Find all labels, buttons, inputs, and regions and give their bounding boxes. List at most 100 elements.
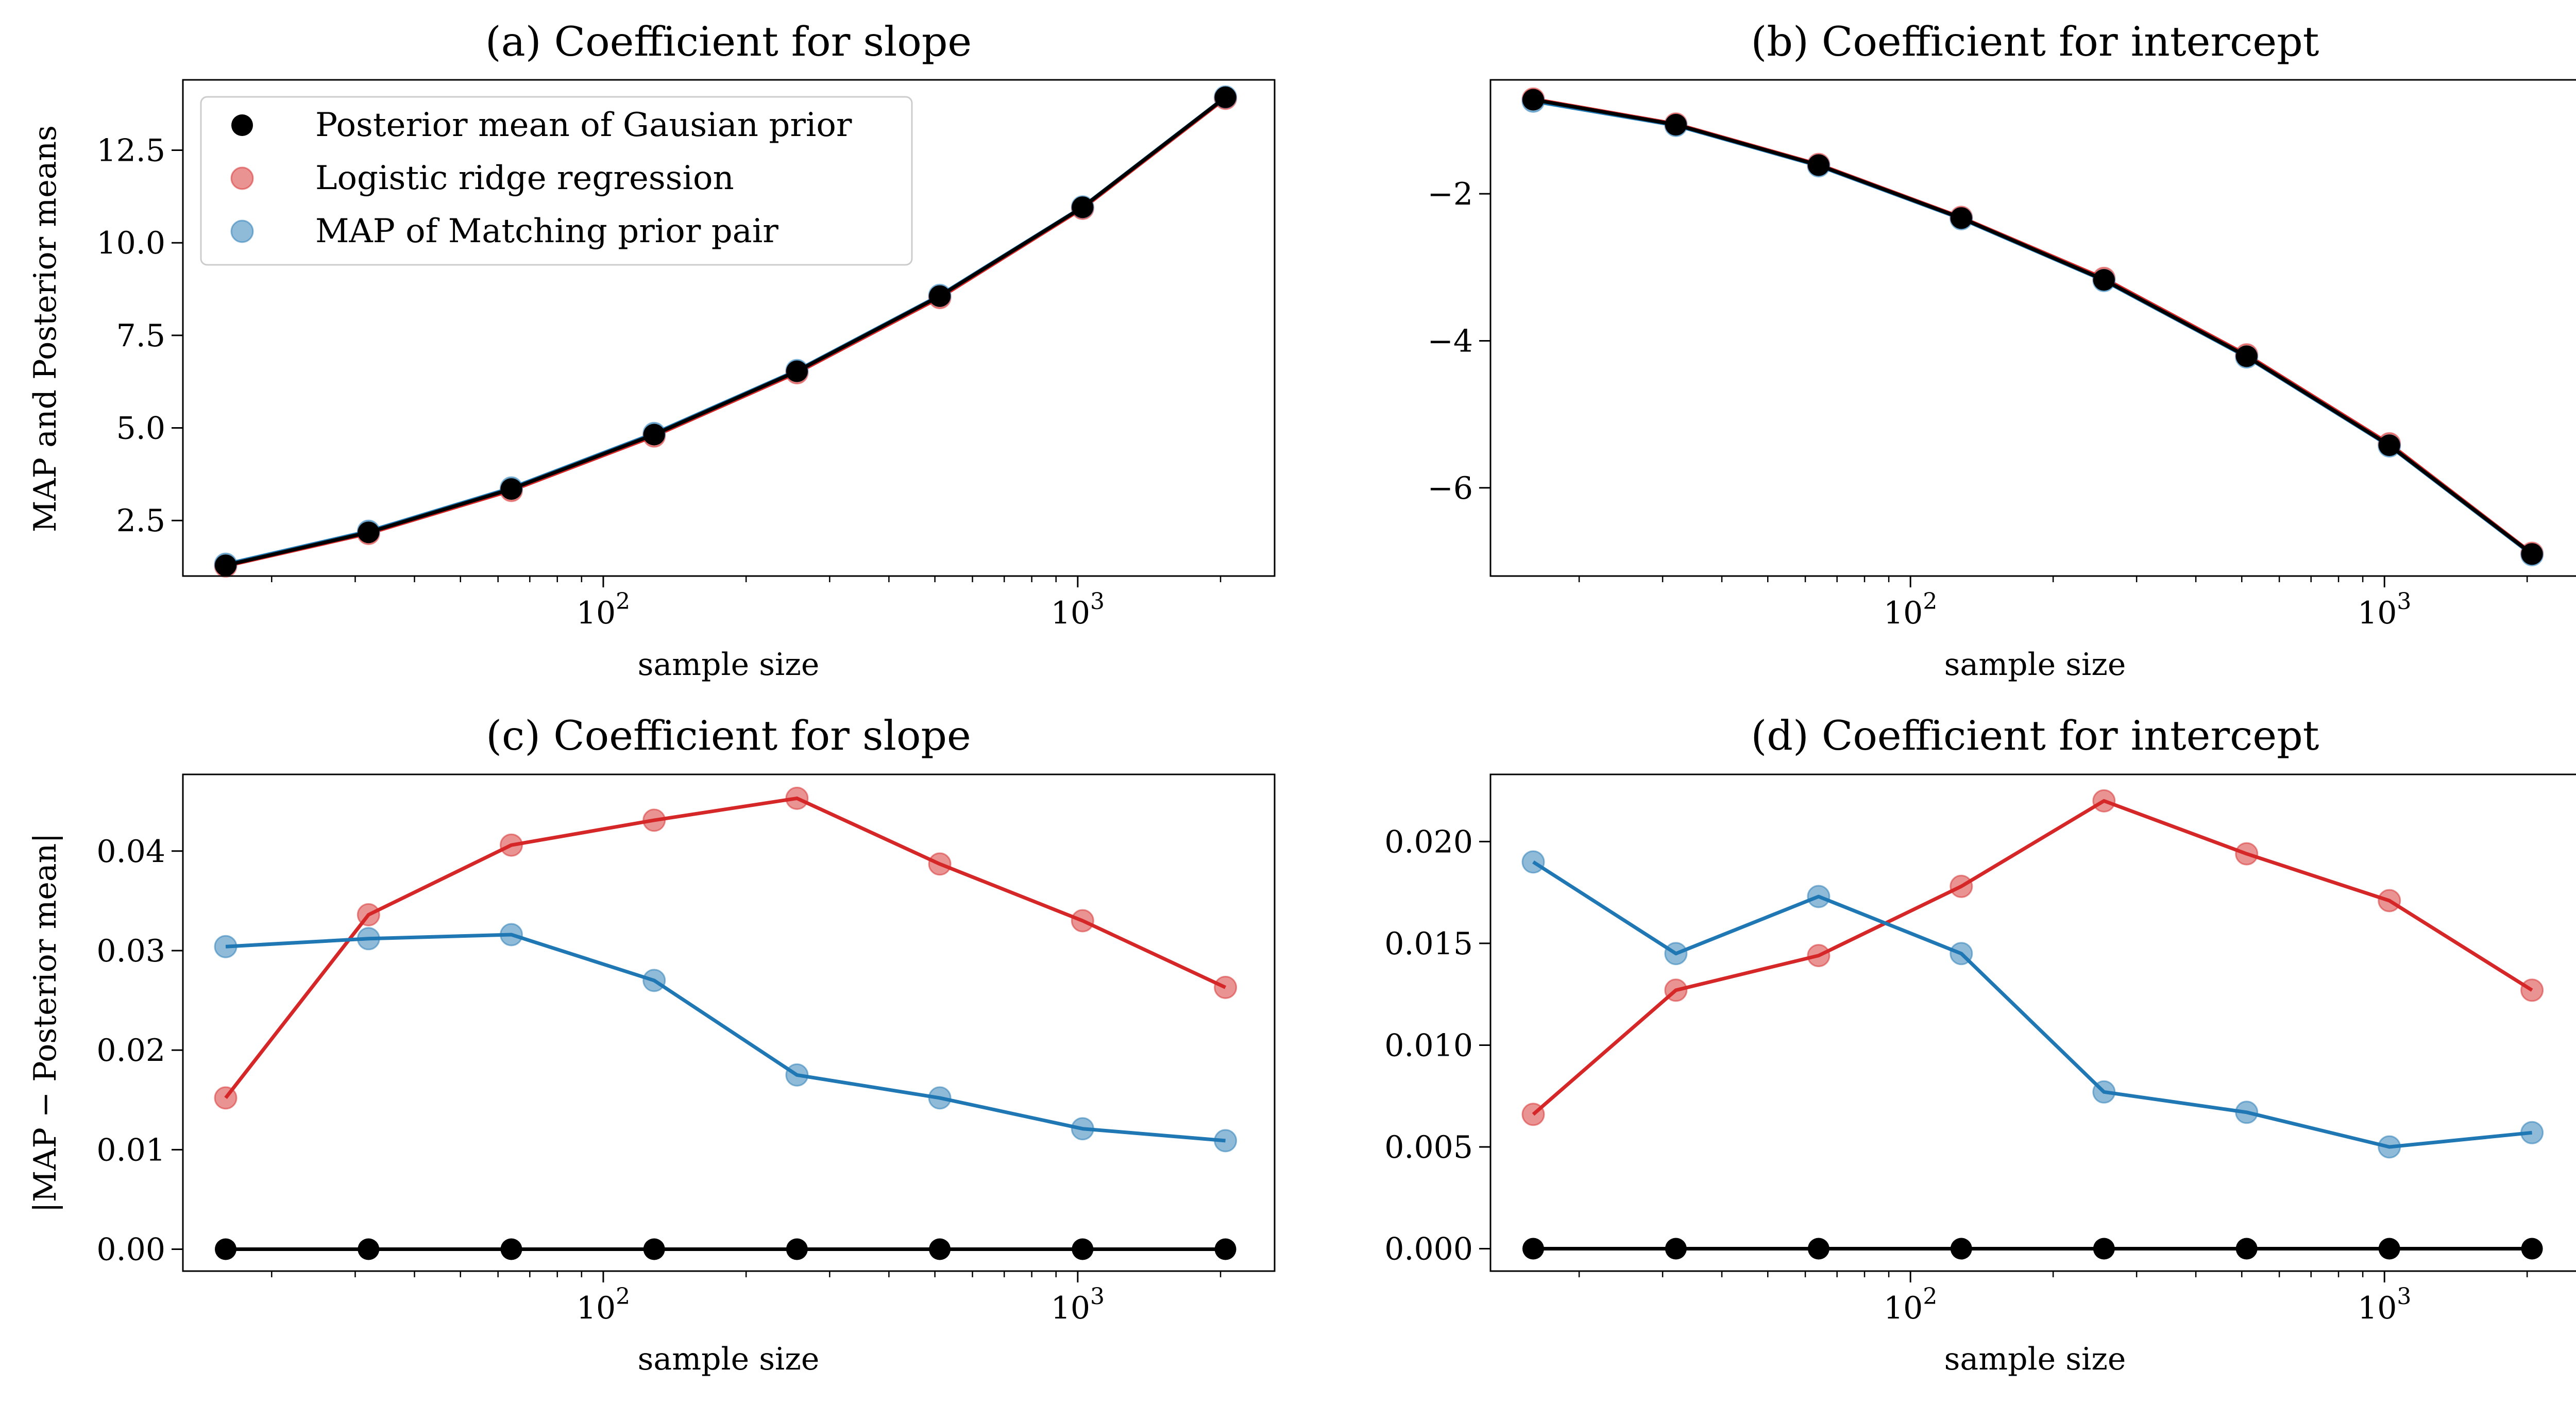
panel-c-point-posterior <box>643 1238 665 1260</box>
panel-b-x-tick-label: 102 <box>1884 588 1937 631</box>
panel-c-point-matching <box>1071 1117 1094 1141</box>
panel-b: (b) Coefficient for intercept sample siz… <box>1428 18 2576 683</box>
panel-d-point-ridge <box>2092 789 2116 813</box>
panel-d-plot-area <box>1521 789 2544 1260</box>
panel-a-y-tick-label: 7.5 <box>116 318 165 354</box>
panel-d-point-ridge <box>2520 978 2544 1002</box>
panel-c-point-ridge <box>214 1086 238 1110</box>
panel-c-point-posterior <box>1214 1238 1236 1260</box>
panel-d-point-posterior <box>2235 1238 2258 1260</box>
panel-a-title: (a) Coefficient for slope <box>485 18 972 65</box>
panel-d-point-matching <box>2378 1135 2401 1159</box>
panel-c-point-matching <box>214 935 238 958</box>
panel-d-point-matching <box>2235 1101 2259 1124</box>
panel-d-point-posterior <box>1665 1238 1687 1260</box>
panel-d-y-tick-label: 0.000 <box>1384 1231 1473 1267</box>
panel-c-point-posterior <box>358 1238 380 1260</box>
panel-b-line-posterior <box>1533 98 2533 555</box>
panel-c-line-ridge <box>224 796 1227 1100</box>
panel-a-y-tick-label: 2.5 <box>116 503 165 539</box>
panel-d-point-matching <box>1950 942 1973 966</box>
panel-b-point-posterior <box>1522 89 1544 111</box>
panel-b-point-posterior <box>2521 543 2543 565</box>
panel-a-point-posterior <box>215 554 236 577</box>
panel-c-y-tick-label: 0.04 <box>96 834 165 870</box>
legend: Posterior mean of Gausian prior Logistic… <box>200 96 913 266</box>
panel-d-y-tick-label: 0.010 <box>1384 1027 1473 1063</box>
panel-a-point-posterior <box>500 478 522 500</box>
panel-d-point-matching <box>1521 850 1545 874</box>
panel-c-axes-frame <box>182 773 1276 1272</box>
panel-b-plot-area <box>1521 87 2544 567</box>
legend-marker-ridge <box>230 166 254 190</box>
panel-d-point-ridge <box>1521 1103 1545 1126</box>
panel-c-plot-area <box>214 786 1238 1260</box>
panel-d-point-ridge <box>1807 944 1831 968</box>
panel-c-point-matching <box>642 969 666 992</box>
legend-label-matching: MAP of Matching prior pair <box>315 212 778 250</box>
panel-d-point-ridge <box>2378 889 2401 912</box>
panel-a: (a) Coefficient for slope sample size MA… <box>27 18 1276 683</box>
panel-c-point-posterior <box>1072 1238 1094 1260</box>
panel-c-point-ridge <box>928 852 952 876</box>
panel-d-point-posterior <box>2521 1238 2543 1260</box>
panel-a-point-posterior <box>786 360 808 382</box>
panel-c-ylabel: |MAP − Posterior mean| <box>27 833 63 1212</box>
panel-c-point-matching <box>357 927 380 951</box>
legend-box <box>200 96 913 266</box>
panel-d-point-ridge <box>1950 874 1973 898</box>
panel-d-line-ridge <box>1532 799 2533 1116</box>
panel-d-x-tick-label: 102 <box>1884 1283 1937 1326</box>
panel-c-point-posterior <box>929 1238 951 1260</box>
panel-d: (d) Coefficient for intercept sample siz… <box>1384 712 2576 1377</box>
panel-a-axes-frame <box>182 79 1276 577</box>
panel-a-ylabel: MAP and Posterior means <box>27 125 63 532</box>
panel-b-axes-frame <box>1489 79 2576 577</box>
panel-b-point-posterior <box>1665 114 1687 136</box>
panel-a-point-posterior <box>1072 196 1094 218</box>
panel-d-point-posterior <box>1522 1238 1544 1260</box>
panel-b-point-posterior <box>2235 345 2258 367</box>
legend-label-ridge: Logistic ridge regression <box>315 159 734 197</box>
panel-c: (c) Coefficient for slope sample size |M… <box>27 712 1276 1377</box>
panel-a-y-tick-label: 10.0 <box>96 225 165 261</box>
panel-b-y-tick-label: −2 <box>1428 176 1473 212</box>
panel-b-title: (b) Coefficient for intercept <box>1751 18 2319 65</box>
panel-d-point-matching <box>1664 942 1688 966</box>
panel-c-point-matching <box>1214 1129 1238 1153</box>
panel-d-point-ridge <box>1664 978 1688 1002</box>
panel-c-y-tick-label: 0.01 <box>96 1132 165 1168</box>
panel-a-x-tick-label: 102 <box>577 588 630 631</box>
panel-b-point-posterior <box>1950 207 1972 229</box>
panel-c-point-ridge <box>642 808 666 832</box>
panel-a-y-tick-label: 12.5 <box>96 133 165 169</box>
panel-d-point-matching <box>2520 1121 2544 1144</box>
panel-c-point-matching <box>500 923 523 946</box>
panel-a-line-posterior <box>225 96 1227 567</box>
panel-c-y-tick-label: 0.03 <box>96 933 165 969</box>
panel-d-point-posterior <box>1807 1238 1829 1260</box>
panel-c-point-matching <box>928 1086 952 1110</box>
panel-b-xlabel: sample size <box>1944 647 2126 683</box>
panel-a-point-posterior <box>358 521 380 544</box>
legend-label-posterior: Posterior mean of Gausian prior <box>315 106 852 144</box>
panel-b-y-tick-label: −6 <box>1428 470 1473 506</box>
panel-d-point-matching <box>2092 1080 2116 1104</box>
panel-c-title: (c) Coefficient for slope <box>486 712 971 759</box>
panel-d-xlabel: sample size <box>1944 1341 2126 1377</box>
panel-c-point-ridge <box>500 833 523 857</box>
panel-a-plot-area <box>214 85 1238 578</box>
panel-a-x-tick-label: 103 <box>1051 588 1105 631</box>
panel-d-y-tick-label: 0.015 <box>1384 926 1473 962</box>
panel-b-point-posterior <box>2378 434 2400 457</box>
panel-c-point-ridge <box>785 786 809 810</box>
panel-b-y-tick-label: −4 <box>1428 323 1473 359</box>
panel-c-x-tick-label: 103 <box>1051 1283 1105 1326</box>
panel-d-point-posterior <box>2378 1238 2400 1260</box>
panel-c-y-tick-label: 0.00 <box>96 1231 165 1267</box>
panel-c-x-tick-label: 102 <box>577 1283 630 1326</box>
panel-c-point-matching <box>785 1063 809 1087</box>
panel-c-point-posterior <box>786 1238 808 1260</box>
panel-d-point-posterior <box>1950 1238 1972 1260</box>
